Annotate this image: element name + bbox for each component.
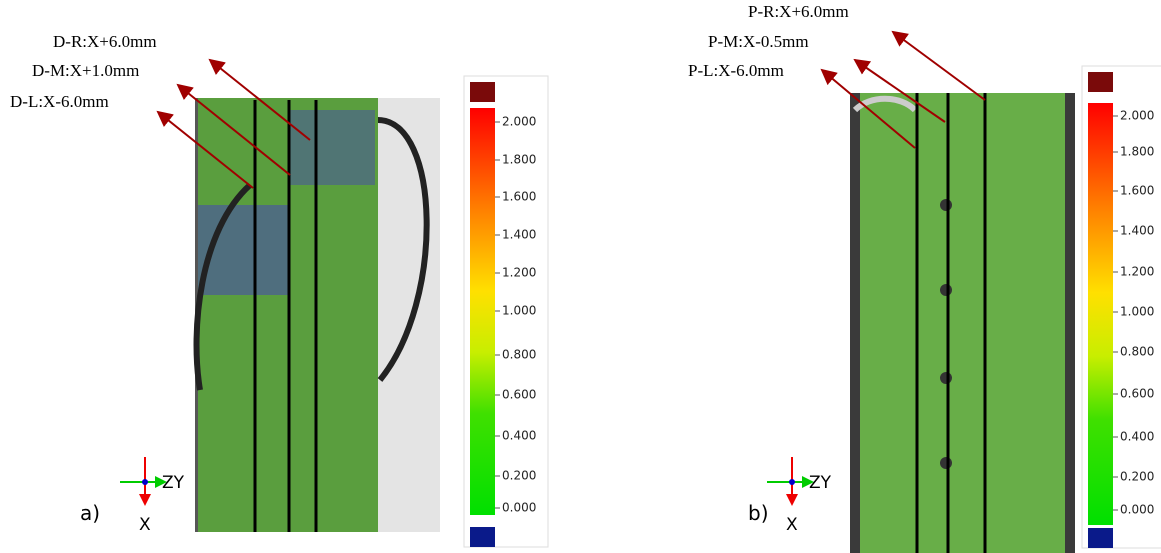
colorbar-label: 1.800 [1120,145,1154,159]
colorbar-label: 1.600 [1120,184,1154,198]
axis-origin [789,479,795,485]
axis-label-h: ZY [809,473,832,493]
colorbar-label: 1.000 [1120,305,1154,319]
colorbar-under [1088,528,1113,548]
annotation-arrow [853,58,946,123]
panel-label: a) [80,501,100,525]
annotation-arrow [208,58,311,141]
annotation: P-L:X-6.0mm [688,61,784,80]
colorbar-label: 1.600 [502,190,536,204]
colorbar-label: 0.800 [1120,345,1154,359]
colorbar-label: 0.400 [1120,430,1154,444]
colorbar [1088,103,1113,525]
axis-label-v: X [786,515,798,535]
colorbar-label: 1.200 [1120,265,1154,279]
annotation-arrow [891,30,986,101]
colorbar-label: 0.400 [502,429,536,443]
axis-label-v: X [139,515,151,535]
colorbar-label: 2.000 [1120,109,1154,123]
colorbar-label: 2.000 [502,115,536,129]
panel-label: b) [748,501,769,525]
annotation-arrow [176,83,291,176]
annotation: P-R:X+6.0mm [748,2,849,21]
annotation: D-R:X+6.0mm [53,32,157,51]
colorbar [470,108,495,515]
annotation: P-M:X-0.5mm [708,32,809,51]
annotation: D-M:X+1.0mm [32,61,139,80]
colorbar-label: 0.200 [502,469,536,483]
colorbar-label: 0.600 [1120,387,1154,401]
colorbar-label: 1.400 [502,228,536,242]
colorbar-label: 1.400 [1120,224,1154,238]
axis-origin [142,479,148,485]
axis-label-h: ZY [162,473,185,493]
colorbar-under [470,527,495,547]
colorbar-label: 1.800 [502,153,536,167]
colorbar-label: 0.200 [1120,470,1154,484]
colorbar-label: 0.000 [502,501,536,515]
colorbar-label: 0.000 [1120,503,1154,517]
colorbar-frame [463,75,549,548]
specimen-b [850,93,1075,553]
colorbar-over [470,82,495,102]
colorbar-label: 0.800 [502,348,536,362]
colorbar-label: 0.600 [502,388,536,402]
annotation-arrow [156,110,254,189]
annotation-arrow [820,68,916,149]
colorbar-frame [1081,65,1161,549]
colorbar-label: 1.000 [502,304,536,318]
annotation: D-L:X-6.0mm [10,92,109,111]
colorbar-label: 1.200 [502,266,536,280]
colorbar-over [1088,72,1113,92]
